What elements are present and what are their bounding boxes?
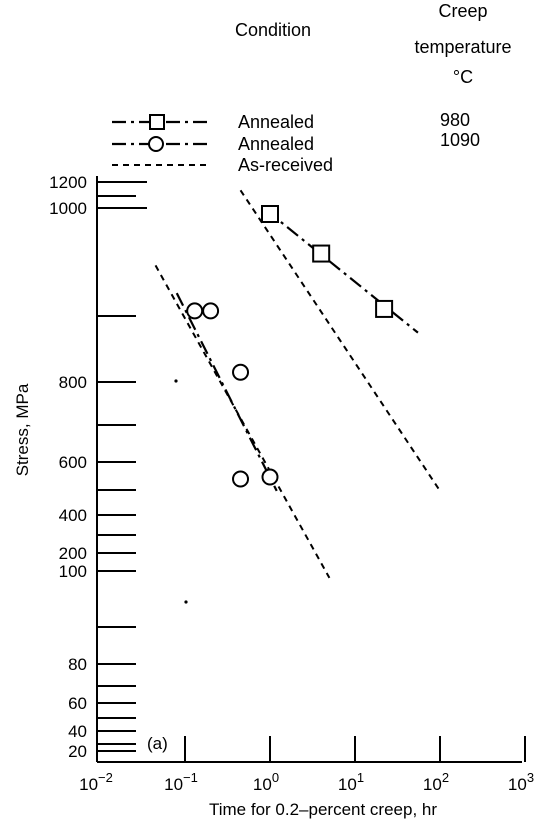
stray-dot bbox=[184, 600, 188, 604]
data-point-circle bbox=[186, 302, 204, 320]
y-tick-label: 1000 bbox=[49, 199, 87, 218]
data-point-square bbox=[261, 205, 279, 223]
data-point-square bbox=[312, 244, 331, 263]
x-tick-label: 103 bbox=[508, 770, 534, 794]
data-point-circle bbox=[202, 302, 220, 320]
legend-header-temperature-unit: °C bbox=[453, 67, 473, 87]
series-lines bbox=[154, 189, 441, 579]
y-tick-label: 1200 bbox=[49, 173, 87, 192]
as-received-line-0 bbox=[154, 264, 331, 579]
legend-temp-980: 980 bbox=[440, 110, 470, 130]
legend-marker-square bbox=[149, 114, 165, 130]
legend-temp-1090: 1090 bbox=[440, 130, 480, 150]
y-axis-title: Stress, MPa bbox=[13, 383, 32, 476]
legend-label-as-received: As-received bbox=[238, 155, 333, 175]
x-tick-label: 101 bbox=[338, 770, 364, 794]
data-point-square bbox=[375, 299, 394, 318]
legend-header-condition: Condition bbox=[235, 20, 311, 40]
legend-label-annealed-1090: Annealed bbox=[238, 134, 314, 154]
x-tick-label: 100 bbox=[253, 770, 279, 794]
y-tick-label: 100 bbox=[59, 562, 87, 581]
fit-line-series-0 bbox=[265, 209, 419, 334]
y-tick-label: 400 bbox=[59, 506, 87, 525]
x-tick-label: 10−2 bbox=[79, 770, 113, 794]
data-point-circle bbox=[261, 468, 279, 486]
panel-label: (a) bbox=[147, 734, 168, 753]
data-point-circle bbox=[232, 363, 250, 381]
x-tick-label: 102 bbox=[423, 770, 449, 794]
y-tick-label: 60 bbox=[68, 694, 87, 713]
y-tick-label: 40 bbox=[68, 722, 87, 741]
data-point-circle bbox=[232, 470, 250, 488]
stray-dot bbox=[174, 379, 178, 383]
y-tick-label: 600 bbox=[59, 453, 87, 472]
legend-label-annealed-980: Annealed bbox=[238, 112, 314, 132]
legend-header-temperature-line1: Creep bbox=[438, 1, 487, 21]
y-tick-label: 800 bbox=[59, 373, 87, 392]
legend: Annealed 980 Annealed 1090 As-received bbox=[112, 110, 480, 175]
legend-marker-circle bbox=[148, 136, 164, 152]
y-tick-label: 200 bbox=[59, 544, 87, 563]
as-received-line-1 bbox=[239, 189, 441, 492]
x-axis-title: Time for 0.2–percent creep, hr bbox=[209, 800, 437, 819]
x-tick-label: 10−1 bbox=[164, 770, 198, 794]
x-axis-ticks: 10−2 10−1 100 101 102 103 bbox=[79, 736, 534, 794]
y-tick-label: 20 bbox=[68, 742, 87, 761]
legend-header-temperature-line2: temperature bbox=[414, 37, 511, 57]
series-markers bbox=[186, 205, 394, 488]
y-tick-label: 80 bbox=[68, 655, 87, 674]
